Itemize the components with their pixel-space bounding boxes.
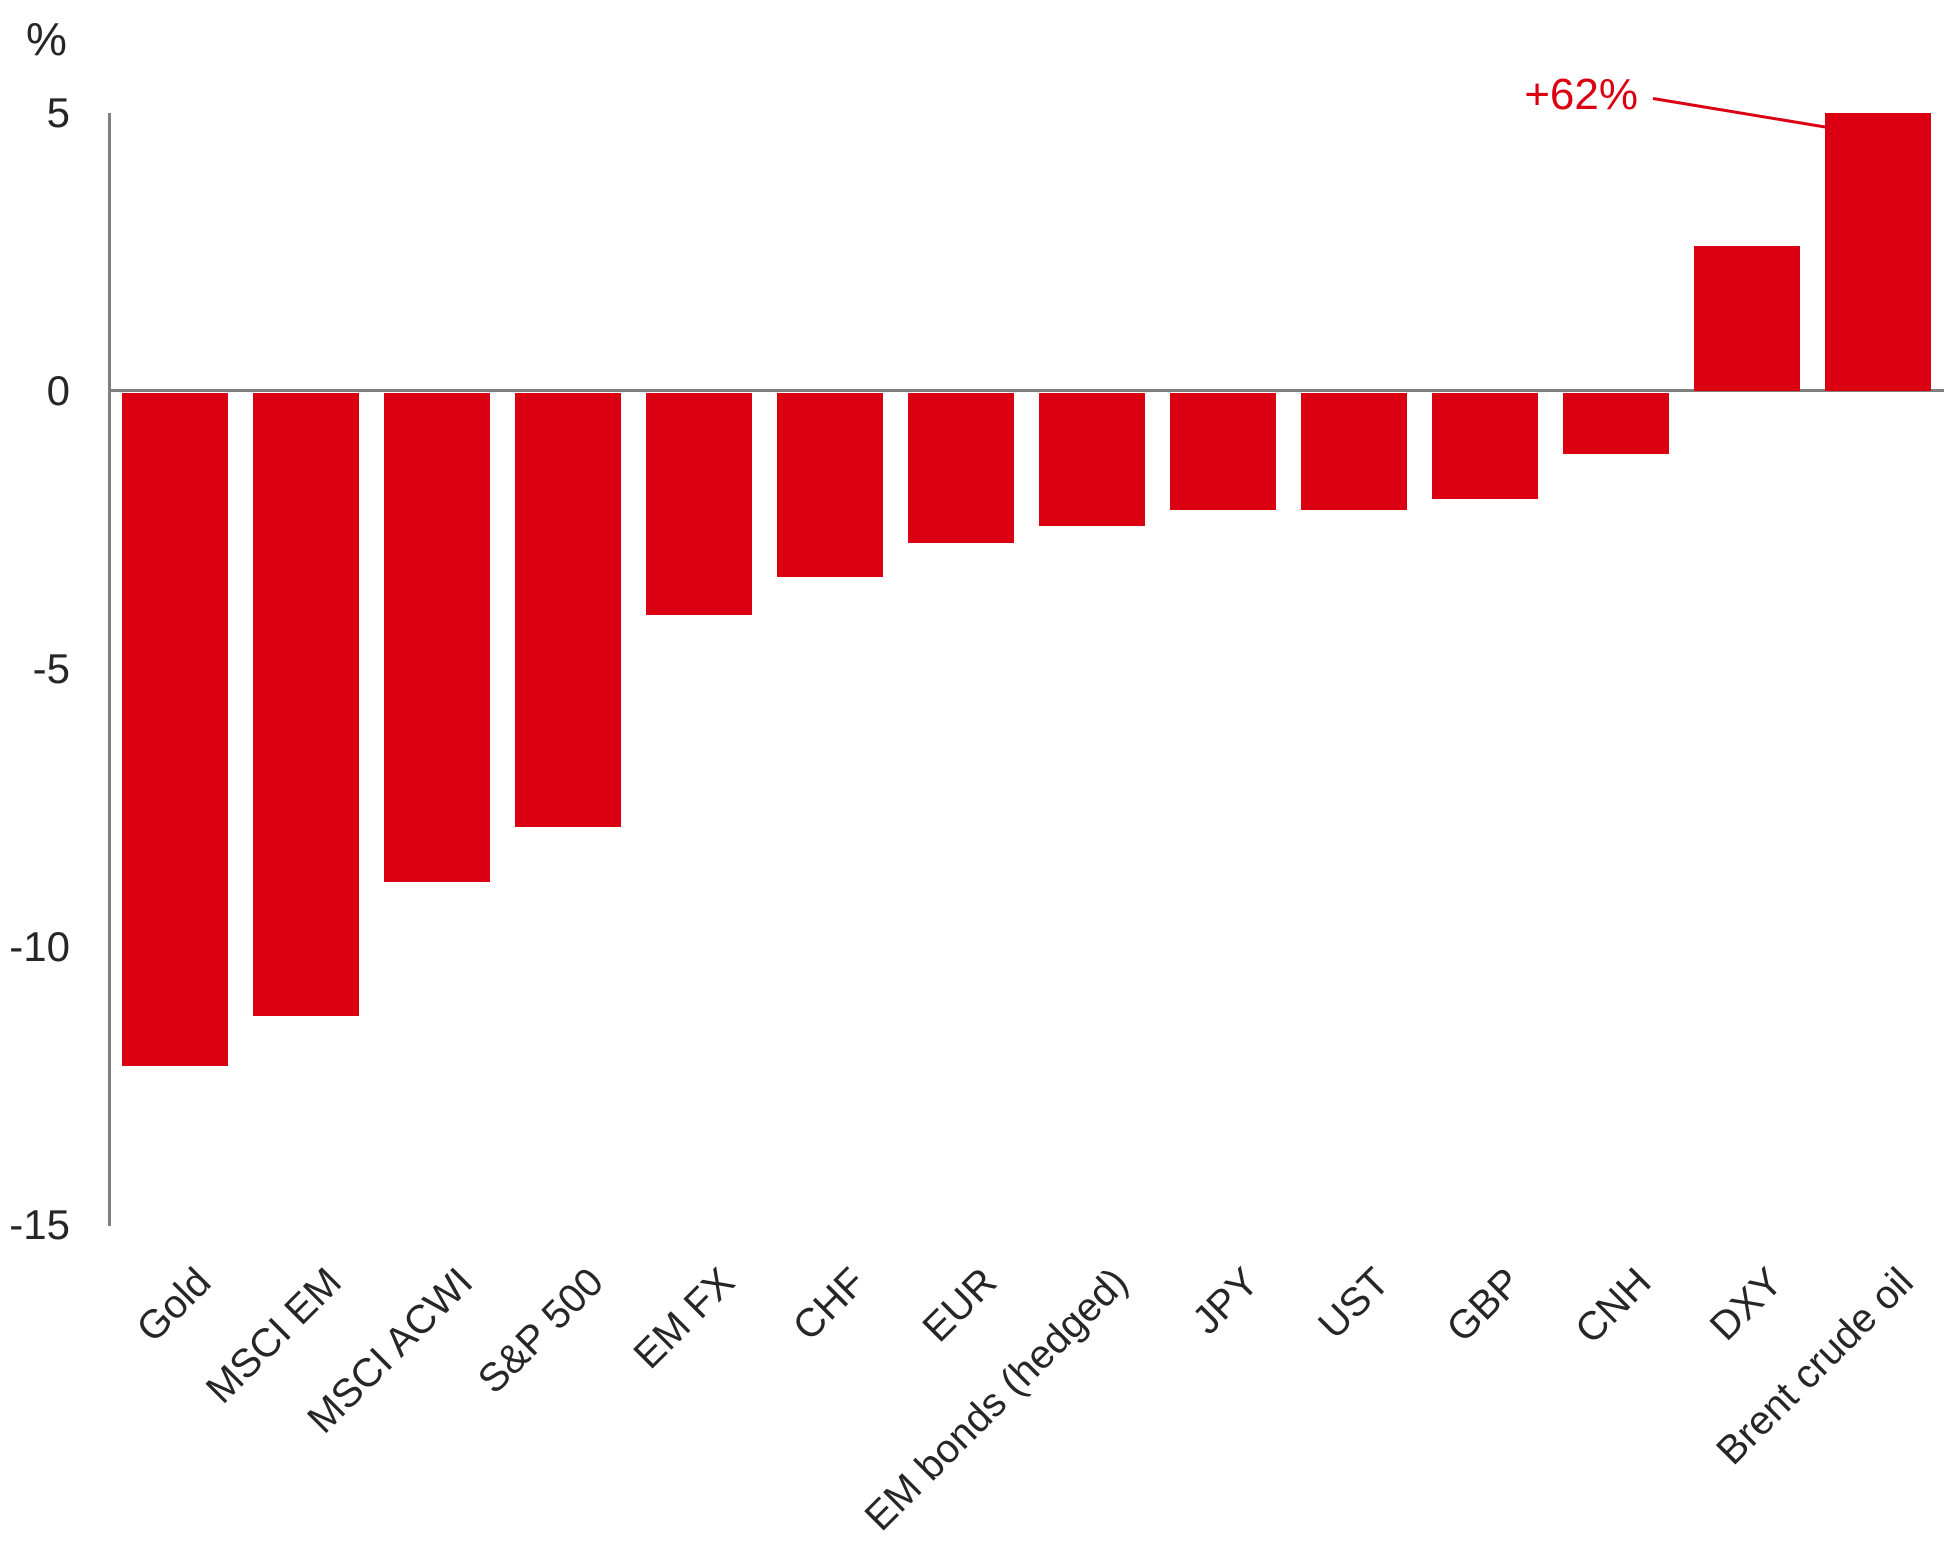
annotation-value-label: +62% bbox=[1524, 70, 1638, 119]
bar-gbp bbox=[1432, 393, 1538, 499]
bar-em-fx bbox=[646, 393, 752, 616]
bar-chf bbox=[777, 393, 883, 577]
bar-jpy bbox=[1170, 393, 1276, 510]
x-label-gbp: GBP bbox=[1437, 1259, 1529, 1351]
y-tick-label--15: -15 bbox=[9, 1201, 70, 1249]
bar-msci-em bbox=[253, 393, 359, 1016]
zero-baseline bbox=[108, 389, 1944, 392]
bar-dxy bbox=[1694, 246, 1800, 391]
x-label-gold: Gold bbox=[127, 1259, 219, 1351]
x-label-chf: CHF bbox=[784, 1259, 874, 1349]
bar-gold bbox=[122, 393, 228, 1066]
annotation-leader-line bbox=[1652, 97, 1829, 130]
x-label-em-fx: EM FX bbox=[625, 1259, 743, 1378]
x-label-jpy: JPY bbox=[1183, 1259, 1267, 1343]
x-label-ust: UST bbox=[1310, 1259, 1398, 1348]
bar-eur bbox=[908, 393, 1014, 544]
x-label-dxy: DXY bbox=[1701, 1259, 1791, 1349]
x-label-eur: EUR bbox=[913, 1259, 1005, 1351]
bar-brent-crude-oil bbox=[1825, 112, 1931, 391]
bar-sandp-500 bbox=[515, 393, 621, 827]
bar-cnh bbox=[1563, 393, 1669, 455]
y-axis-line bbox=[108, 113, 111, 1226]
bar-msci-acwi bbox=[384, 393, 490, 883]
bar-ust bbox=[1301, 393, 1407, 510]
y-tick-label--10: -10 bbox=[9, 923, 70, 971]
y-tick-label-0: 0 bbox=[46, 367, 70, 414]
y-axis-unit-label: % bbox=[26, 13, 67, 65]
x-label-cnh: CNH bbox=[1567, 1259, 1660, 1353]
y-tick-label--5: -5 bbox=[32, 645, 70, 693]
x-label-sandp-500: S&P 500 bbox=[469, 1259, 612, 1402]
y-tick-label-5: 5 bbox=[46, 88, 70, 136]
bar-em-bonds-hedged bbox=[1039, 393, 1145, 527]
